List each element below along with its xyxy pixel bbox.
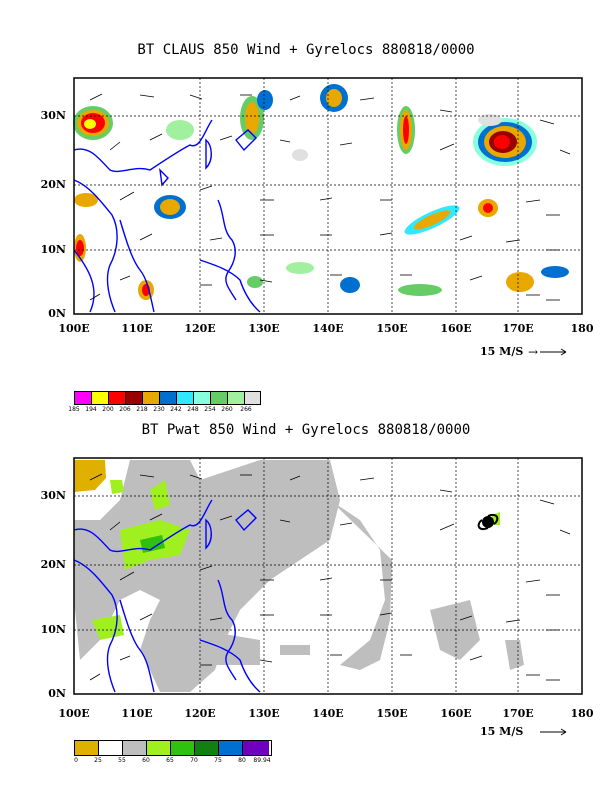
colorbar-swatch: [219, 741, 243, 755]
panel1-gridlines: [74, 78, 582, 314]
colorbar-label: 266: [240, 406, 252, 413]
panel2-xlabel: 150E: [376, 707, 408, 720]
panel2-pwat-field: [74, 460, 524, 692]
panel1-xlabel: 120E: [184, 322, 216, 335]
colorbar-swatch: [126, 392, 143, 404]
colorbar-label: 75: [214, 757, 222, 764]
colorbar-label: 194: [85, 406, 97, 413]
colorbar-label: 60: [142, 757, 150, 764]
panel1-colorbar: [74, 391, 261, 405]
panel1-title: BT CLAUS 850 Wind + Gyrelocs 880818/0000: [137, 42, 475, 58]
colorbar-swatch: [147, 741, 171, 755]
colorbar-label: 185: [68, 406, 80, 413]
colorbar-label: 89.94: [253, 757, 271, 764]
colorbar-swatch: [75, 741, 99, 755]
panel1-cloud-field: [73, 84, 569, 300]
panel2-ylabel: 30N: [40, 489, 66, 502]
panel1-xlabel: 180: [570, 322, 594, 335]
colorbar-swatch: [245, 392, 260, 404]
colorbar-label: 200: [102, 406, 114, 413]
colorbar-label: 248: [187, 406, 199, 413]
panel1-xlabel: 160E: [440, 322, 472, 335]
panel2-coastlines: [73, 499, 261, 693]
colorbar-label: 260: [221, 406, 233, 413]
panel2-ylabel: 0N: [48, 687, 66, 700]
colorbar-swatch: [143, 392, 160, 404]
cyclone-icon: [477, 514, 499, 530]
panel2-frame: [73, 457, 583, 695]
panel2-xlabel: 130E: [248, 707, 280, 720]
panel2-wind-vectors: [89, 473, 571, 681]
panel1-wind-vectors: [89, 93, 571, 301]
colorbar-label: 0: [74, 757, 78, 764]
panel1-frame: [73, 77, 583, 315]
panel1-coastlines: [73, 119, 261, 313]
panel2-xlabel: 120E: [184, 707, 216, 720]
panel2-colorbar: [74, 740, 272, 756]
colorbar-swatch: [177, 392, 194, 404]
panel2-ylabel: 20N: [40, 558, 66, 571]
panel1-xlabel: 100E: [58, 322, 90, 335]
panel2-map: [73, 457, 583, 736]
panel2-gridlines: [74, 458, 582, 694]
panel2-xlabel: 180: [570, 707, 594, 720]
panel1-ylabel: 30N: [40, 109, 66, 122]
colorbar-swatch: [171, 741, 195, 755]
colorbar-swatch: [228, 392, 245, 404]
colorbar-label: 206: [119, 406, 131, 413]
colorbar-label: 65: [166, 757, 174, 764]
panel2-colorbar-labels: 0 25 55 60 65 70 75 80 89.94: [74, 757, 271, 765]
colorbar-swatch: [99, 741, 123, 755]
colorbar-label: 218: [136, 406, 148, 413]
panel1-xlabel: 150E: [376, 322, 408, 335]
panel1-xlabel: 130E: [248, 322, 280, 335]
colorbar-swatch: [109, 392, 126, 404]
panel1-xlabel: 170E: [502, 322, 534, 335]
panel1-map: →: [73, 77, 583, 359]
panel2-xlabel: 170E: [502, 707, 534, 720]
panel1-ylabel: 20N: [40, 178, 66, 191]
panel2-xlabel: 160E: [440, 707, 472, 720]
panel2-xlabel: 140E: [312, 707, 344, 720]
panel1-xlabel: 140E: [312, 322, 344, 335]
panel2-xlabel: 110E: [121, 707, 153, 720]
panel2-title: BT Pwat 850 Wind + Gyrelocs 880818/0000: [141, 422, 471, 438]
panel2-xlabel: 100E: [58, 707, 90, 720]
colorbar-swatch: [92, 392, 109, 404]
colorbar-swatch: [160, 392, 177, 404]
colorbar-label: 242: [170, 406, 182, 413]
colorbar-swatch: [194, 392, 211, 404]
colorbar-swatch: [195, 741, 219, 755]
svg-text:→: →: [528, 345, 538, 359]
panel1-ylabel: 0N: [48, 307, 66, 320]
panel2-scale-label: 15 M/S: [480, 725, 524, 738]
colorbar-label: 254: [204, 406, 216, 413]
panel1-xlabel: 110E: [121, 322, 153, 335]
colorbar-swatch: [211, 392, 228, 404]
colorbar-label: 230: [153, 406, 165, 413]
colorbar-label: 25: [94, 757, 102, 764]
colorbar-label: 55: [118, 757, 126, 764]
panel1-ylabel: 10N: [40, 243, 66, 256]
panel1-colorbar-labels: 185 194 200 206 218 230 242 248 254 260 …: [68, 406, 259, 414]
colorbar-label: 80: [238, 757, 246, 764]
colorbar-swatch: [75, 392, 92, 404]
colorbar-swatch: [123, 741, 147, 755]
colorbar-label: 70: [190, 757, 198, 764]
colorbar-swatch: [243, 741, 269, 755]
panel1-scale-label: 15 M/S: [480, 345, 524, 358]
panel2-ylabel: 10N: [40, 623, 66, 636]
